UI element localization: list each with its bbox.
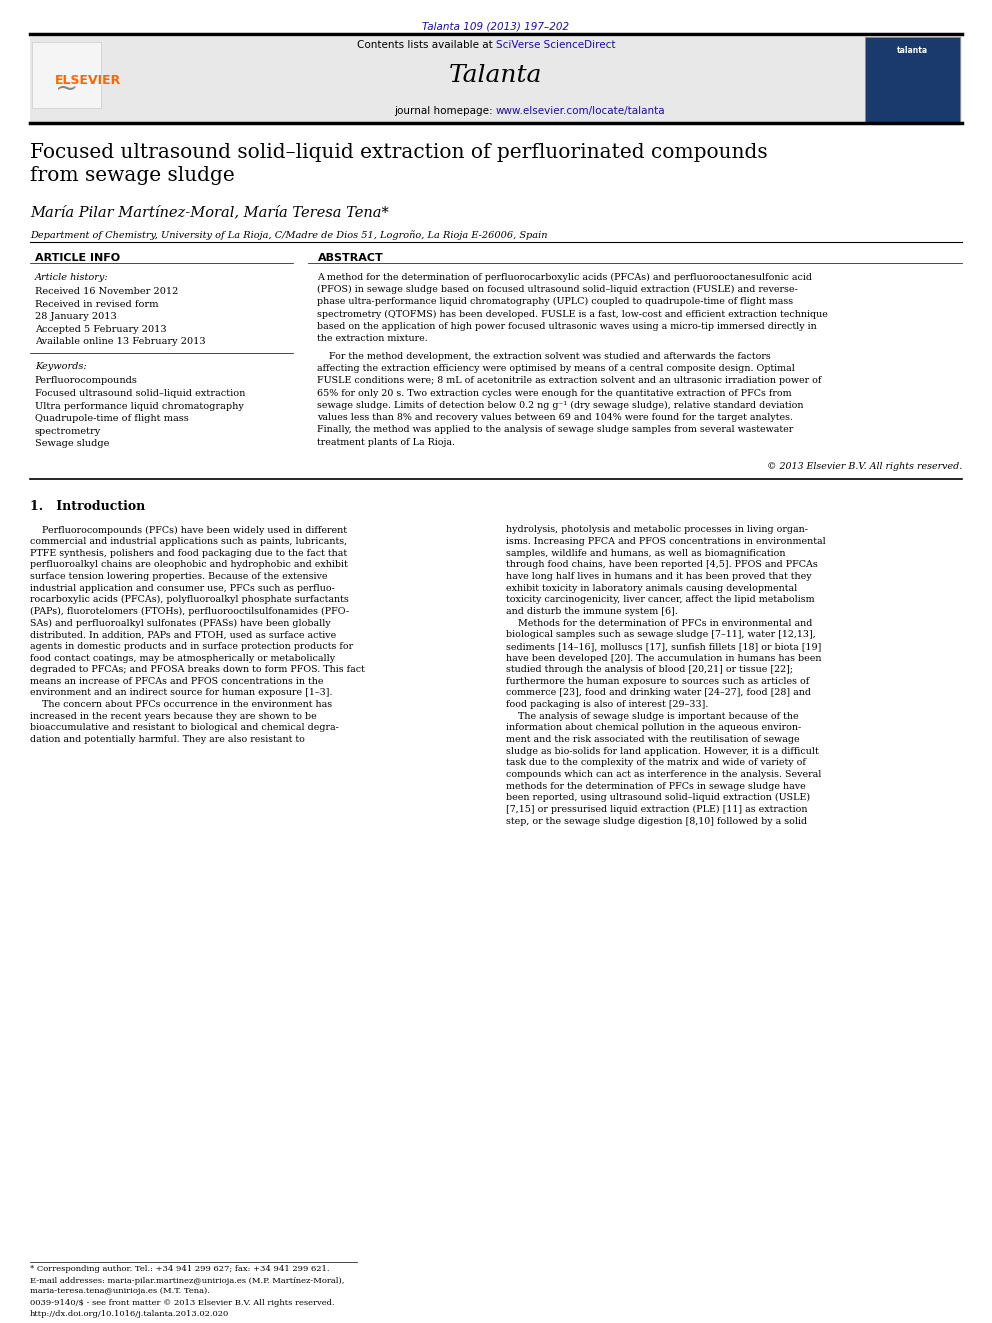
Text: talanta: talanta <box>897 46 929 56</box>
Text: phase ultra-performance liquid chromatography (UPLC) coupled to quadrupole-time : phase ultra-performance liquid chromatog… <box>317 298 794 306</box>
Text: distributed. In addition, PAPs and FTOH, used as surface active: distributed. In addition, PAPs and FTOH,… <box>30 630 336 639</box>
Text: sewage sludge. Limits of detection below 0.2 ng g⁻¹ (dry sewage sludge), relativ: sewage sludge. Limits of detection below… <box>317 401 804 410</box>
Text: Sewage sludge: Sewage sludge <box>35 439 109 448</box>
Text: A method for the determination of perfluorocarboxylic acids (PFCAs) and perfluor: A method for the determination of perflu… <box>317 273 812 282</box>
Text: ARTICLE INFO: ARTICLE INFO <box>35 253 120 263</box>
Text: increased in the recent years because they are shown to be: increased in the recent years because th… <box>30 712 316 721</box>
Text: www.elsevier.com/locate/talanta: www.elsevier.com/locate/talanta <box>496 106 666 116</box>
Text: been reported, using ultrasound solid–liquid extraction (USLE): been reported, using ultrasound solid–li… <box>506 794 810 802</box>
Text: have been developed [20]. The accumulation in humans has been: have been developed [20]. The accumulati… <box>506 654 821 663</box>
Text: perfluoroalkyl chains are oleophobic and hydrophobic and exhibit: perfluoroalkyl chains are oleophobic and… <box>30 561 347 569</box>
Text: food contact coatings, may be atmospherically or metabolically: food contact coatings, may be atmospheri… <box>30 654 335 663</box>
Text: through food chains, have been reported [4,5]. PFOS and PFCAs: through food chains, have been reported … <box>506 561 817 569</box>
Text: Contents lists available at: Contents lists available at <box>357 40 496 50</box>
Text: Article history:: Article history: <box>35 273 108 282</box>
Text: Quadrupole-time of flight mass: Quadrupole-time of flight mass <box>35 414 188 423</box>
Text: isms. Increasing PFCA and PFOS concentrations in environmental: isms. Increasing PFCA and PFOS concentra… <box>506 537 825 546</box>
Text: hydrolysis, photolysis and metabolic processes in living organ-: hydrolysis, photolysis and metabolic pro… <box>506 525 807 534</box>
Text: The analysis of sewage sludge is important because of the: The analysis of sewage sludge is importa… <box>506 712 799 721</box>
Text: task due to the complexity of the matrix and wide of variety of: task due to the complexity of the matrix… <box>506 758 806 767</box>
Text: sediments [14–16], molluscs [17], sunfish fillets [18] or biota [19]: sediments [14–16], molluscs [17], sunfis… <box>506 642 821 651</box>
Text: E-mail addresses: maria-pilar.martinez@unirioja.es (M.P. Martínez-Moral),: E-mail addresses: maria-pilar.martinez@u… <box>30 1277 344 1285</box>
Text: have long half lives in humans and it has been proved that they: have long half lives in humans and it ha… <box>506 572 811 581</box>
Text: Available online 13 February 2013: Available online 13 February 2013 <box>35 337 205 347</box>
Text: treatment plants of La Rioja.: treatment plants of La Rioja. <box>317 438 455 447</box>
Text: ELSEVIER: ELSEVIER <box>55 74 121 87</box>
Text: degraded to PFCAs; and PFOSA breaks down to form PFOS. This fact: degraded to PFCAs; and PFOSA breaks down… <box>30 665 365 675</box>
FancyBboxPatch shape <box>32 42 101 108</box>
Text: biological samples such as sewage sludge [7–11], water [12,13],: biological samples such as sewage sludge… <box>506 630 815 639</box>
Text: step, or the sewage sludge digestion [8,10] followed by a solid: step, or the sewage sludge digestion [8,… <box>506 816 807 826</box>
Text: Perfluorocompounds (PFCs) have been widely used in different: Perfluorocompounds (PFCs) have been wide… <box>30 525 347 534</box>
Text: compounds which can act as interference in the analysis. Several: compounds which can act as interference … <box>506 770 821 779</box>
Text: spectrometry (QTOFMS) has been developed. FUSLE is a fast, low-cost and efficien: spectrometry (QTOFMS) has been developed… <box>317 310 828 319</box>
Text: ABSTRACT: ABSTRACT <box>317 253 383 263</box>
Text: Received in revised form: Received in revised form <box>35 299 158 308</box>
Text: ment and the risk associated with the reutilisation of sewage: ment and the risk associated with the re… <box>506 736 800 744</box>
Text: For the method development, the extraction solvent was studied and afterwards th: For the method development, the extracti… <box>317 352 771 361</box>
Text: Finally, the method was applied to the analysis of sewage sludge samples from se: Finally, the method was applied to the a… <box>317 426 794 434</box>
Text: Accepted 5 February 2013: Accepted 5 February 2013 <box>35 324 167 333</box>
Text: PTFE synthesis, polishers and food packaging due to the fact that: PTFE synthesis, polishers and food packa… <box>30 549 347 558</box>
Text: 65% for only 20 s. Two extraction cycles were enough for the quantitative extrac: 65% for only 20 s. Two extraction cycles… <box>317 389 792 398</box>
Text: dation and potentially harmful. They are also resistant to: dation and potentially harmful. They are… <box>30 736 305 744</box>
Text: Methods for the determination of PFCs in environmental and: Methods for the determination of PFCs in… <box>506 619 812 627</box>
Text: © 2013 Elsevier B.V. All rights reserved.: © 2013 Elsevier B.V. All rights reserved… <box>767 462 962 471</box>
Text: [7,15] or pressurised liquid extraction (PLE) [11] as extraction: [7,15] or pressurised liquid extraction … <box>506 804 807 814</box>
Text: commerce [23], food and drinking water [24–27], food [28] and: commerce [23], food and drinking water [… <box>506 688 810 697</box>
Text: environment and an indirect source for human exposure [1–3].: environment and an indirect source for h… <box>30 688 332 697</box>
Text: methods for the determination of PFCs in sewage sludge have: methods for the determination of PFCs in… <box>506 782 806 791</box>
Text: the extraction mixture.: the extraction mixture. <box>317 333 429 343</box>
Text: agents in domestic products and in surface protection products for: agents in domestic products and in surfa… <box>30 642 353 651</box>
Text: SAs) and perfluoroalkyl sulfonates (PFASs) have been globally: SAs) and perfluoroalkyl sulfonates (PFAS… <box>30 619 330 627</box>
Text: Talanta 109 (2013) 197–202: Talanta 109 (2013) 197–202 <box>423 21 569 32</box>
Text: sludge as bio-solids for land application. However, it is a difficult: sludge as bio-solids for land applicatio… <box>506 746 818 755</box>
Text: Focused ultrasound solid–liquid extraction of perfluorinated compounds
from sewa: Focused ultrasound solid–liquid extracti… <box>30 143 768 185</box>
Text: industrial application and consumer use, PFCs such as perfluo-: industrial application and consumer use,… <box>30 583 334 593</box>
Text: spectrometry: spectrometry <box>35 426 101 435</box>
Text: Perfluorocompounds: Perfluorocompounds <box>35 376 138 385</box>
Text: http://dx.doi.org/10.1016/j.talanta.2013.02.020: http://dx.doi.org/10.1016/j.talanta.2013… <box>30 1310 229 1318</box>
Text: furthermore the human exposure to sources such as articles of: furthermore the human exposure to source… <box>506 677 809 685</box>
Text: * Corresponding author. Tel.: +34 941 299 627; fax: +34 941 299 621.: * Corresponding author. Tel.: +34 941 29… <box>30 1265 329 1273</box>
Text: means an increase of PFCAs and PFOS concentrations in the: means an increase of PFCAs and PFOS conc… <box>30 677 323 685</box>
Text: Keywords:: Keywords: <box>35 361 86 370</box>
Text: samples, wildlife and humans, as well as biomagnification: samples, wildlife and humans, as well as… <box>506 549 786 558</box>
Text: affecting the extraction efficiency were optimised by means of a central composi: affecting the extraction efficiency were… <box>317 364 796 373</box>
Text: Department of Chemistry, University of La Rioja, C/Madre de Dios 51, Logroño, La: Department of Chemistry, University of L… <box>30 230 548 239</box>
Text: (PAPs), fluorotelomers (FTOHs), perfluorooctilsulfonamides (PFO-: (PAPs), fluorotelomers (FTOHs), perfluor… <box>30 607 349 617</box>
Text: food packaging is also of interest [29–33].: food packaging is also of interest [29–3… <box>506 700 708 709</box>
Text: based on the application of high power focused ultrasonic waves using a micro-ti: based on the application of high power f… <box>317 321 817 331</box>
Text: information about chemical pollution in the aqueous environ-: information about chemical pollution in … <box>506 724 802 733</box>
Text: SciVerse ScienceDirect: SciVerse ScienceDirect <box>496 40 615 50</box>
Text: Focused ultrasound solid–liquid extraction: Focused ultrasound solid–liquid extracti… <box>35 389 245 398</box>
Text: 28 January 2013: 28 January 2013 <box>35 312 116 321</box>
Text: exhibit toxicity in laboratory animals causing developmental: exhibit toxicity in laboratory animals c… <box>506 583 798 593</box>
Text: bioaccumulative and resistant to biological and chemical degra-: bioaccumulative and resistant to biologi… <box>30 724 338 733</box>
Text: rocarboxylic acids (PFCAs), polyfluoroalkyl phosphate surfactants: rocarboxylic acids (PFCAs), polyfluoroal… <box>30 595 348 605</box>
Text: 0039-9140/$ - see front matter © 2013 Elsevier B.V. All rights reserved.: 0039-9140/$ - see front matter © 2013 El… <box>30 1299 334 1307</box>
FancyBboxPatch shape <box>865 37 960 122</box>
Text: values less than 8% and recovery values between 69 and 104% were found for the t: values less than 8% and recovery values … <box>317 413 794 422</box>
Text: journal homepage:: journal homepage: <box>394 106 496 116</box>
Text: Ultra performance liquid chromatography: Ultra performance liquid chromatography <box>35 402 244 410</box>
Text: FUSLE conditions were; 8 mL of acetonitrile as extraction solvent and an ultraso: FUSLE conditions were; 8 mL of acetonitr… <box>317 376 821 385</box>
Text: Received 16 November 2012: Received 16 November 2012 <box>35 287 179 296</box>
Text: 1.   Introduction: 1. Introduction <box>30 500 145 513</box>
Text: studied through the analysis of blood [20,21] or tissue [22];: studied through the analysis of blood [2… <box>506 665 793 675</box>
Text: and disturb the immune system [6].: and disturb the immune system [6]. <box>506 607 678 617</box>
Text: María Pilar Martínez-Moral, María Teresa Tena*: María Pilar Martínez-Moral, María Teresa… <box>30 205 389 220</box>
Text: (PFOS) in sewage sludge based on focused ultrasound solid–liquid extraction (FUS: (PFOS) in sewage sludge based on focused… <box>317 284 799 294</box>
FancyBboxPatch shape <box>30 37 962 122</box>
Text: Talanta: Talanta <box>449 64 543 86</box>
Text: ~: ~ <box>55 75 78 102</box>
Text: commercial and industrial applications such as paints, lubricants,: commercial and industrial applications s… <box>30 537 347 546</box>
Text: toxicity carcinogenicity, liver cancer, affect the lipid metabolism: toxicity carcinogenicity, liver cancer, … <box>506 595 814 605</box>
Text: maria-teresa.tena@unirioja.es (M.T. Tena).: maria-teresa.tena@unirioja.es (M.T. Tena… <box>30 1287 209 1295</box>
Text: The concern about PFCs occurrence in the environment has: The concern about PFCs occurrence in the… <box>30 700 332 709</box>
Text: surface tension lowering properties. Because of the extensive: surface tension lowering properties. Bec… <box>30 572 327 581</box>
